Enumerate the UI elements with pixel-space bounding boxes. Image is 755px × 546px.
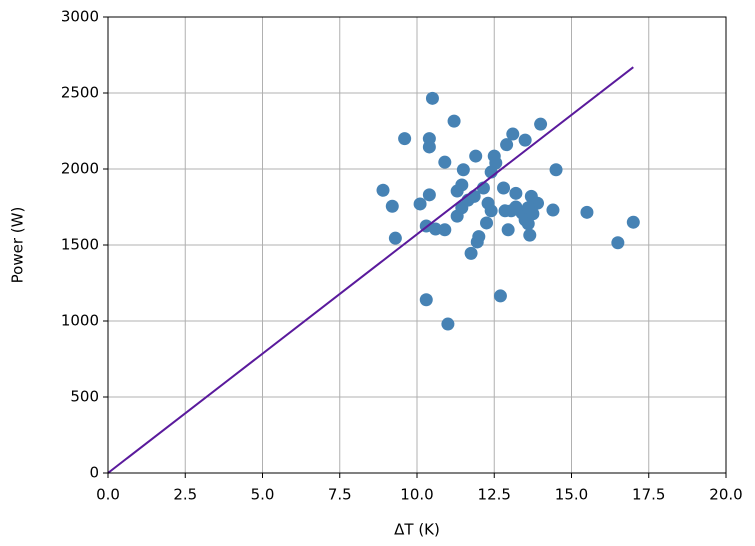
- y-tick-label: 2000: [61, 160, 99, 178]
- scatter-point: [509, 186, 523, 200]
- scatter-point: [422, 140, 436, 154]
- scatter-point: [549, 163, 563, 177]
- scatter-point: [398, 132, 412, 146]
- scatter-point: [470, 235, 484, 249]
- scatter-point: [480, 216, 494, 230]
- scatter-point: [441, 317, 455, 331]
- x-tick-label: 5.0: [251, 486, 275, 504]
- scatter-point: [626, 215, 640, 229]
- scatter-point: [526, 207, 540, 221]
- plot-frame: [107, 16, 727, 474]
- y-tick-label: 3000: [61, 8, 99, 26]
- scatter-point: [518, 133, 532, 147]
- scatter-point: [469, 149, 483, 163]
- scatter-point: [385, 199, 399, 213]
- scatter-point: [376, 183, 390, 197]
- scatter-point: [422, 188, 436, 202]
- scatter-point: [455, 178, 469, 192]
- y-tick-label: 1000: [61, 312, 99, 330]
- scatter-point: [413, 197, 427, 211]
- x-tick-label: 0.0: [96, 486, 120, 504]
- scatter-point: [493, 289, 507, 303]
- y-tick-label: 2500: [61, 84, 99, 102]
- scatter-point: [467, 189, 481, 203]
- x-tick-label: 7.5: [328, 486, 352, 504]
- scatter-point: [500, 138, 514, 152]
- line: [107, 66, 634, 474]
- scatter-point: [497, 181, 511, 195]
- x-tick-label: 15.0: [555, 486, 588, 504]
- scatter-point: [429, 222, 443, 236]
- x-tick-label: 2.5: [173, 486, 197, 504]
- scatter-point: [580, 205, 594, 219]
- scatter-point: [521, 217, 535, 231]
- scatter-point: [611, 236, 625, 250]
- scatter-point: [523, 228, 537, 242]
- x-tick-label: 20.0: [709, 486, 742, 504]
- scatter-point: [546, 203, 560, 217]
- y-tick-label: 1500: [61, 236, 99, 254]
- y-tick-label: 0: [89, 464, 99, 482]
- scatter-point: [438, 223, 452, 237]
- scatter-point: [534, 117, 548, 131]
- scatter-point: [501, 223, 515, 237]
- scatter-point: [464, 246, 478, 260]
- x-tick-label: 17.5: [632, 486, 665, 504]
- scatter-point: [506, 127, 520, 141]
- y-axis-label: Power (W): [9, 207, 27, 284]
- scatter-point: [425, 91, 439, 105]
- scatter-point: [447, 114, 461, 128]
- scatter-point: [456, 163, 470, 177]
- x-tick-label: 12.5: [478, 486, 511, 504]
- scatter-point: [419, 293, 433, 307]
- scatter-point: [438, 155, 452, 169]
- scatter-point: [484, 204, 498, 218]
- scatter-point: [388, 231, 402, 245]
- y-tick-label: 500: [70, 388, 99, 406]
- x-tick-label: 10.0: [400, 486, 433, 504]
- x-axis-label: ΔT (K): [394, 521, 440, 539]
